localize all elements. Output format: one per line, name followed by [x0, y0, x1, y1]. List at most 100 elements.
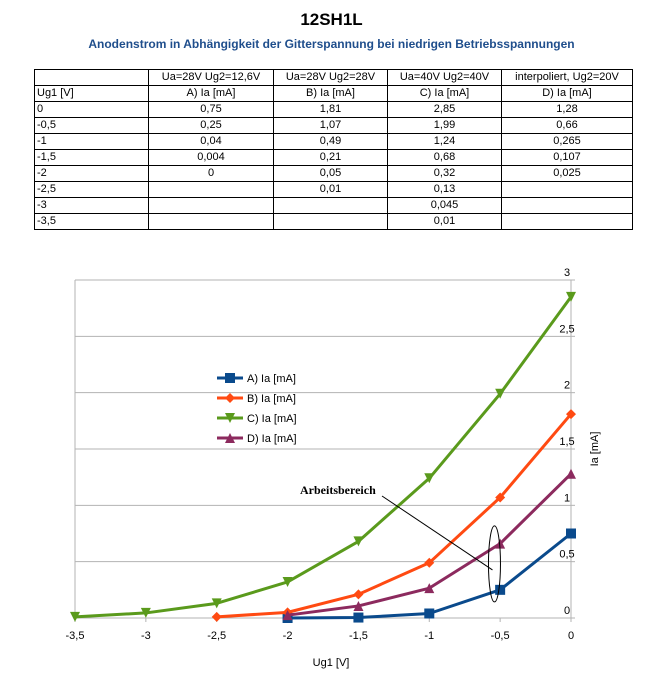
series-2 [70, 291, 576, 622]
table-cell [34, 69, 149, 86]
table-cell: 0,25 [148, 117, 274, 134]
table-cell: -1 [34, 133, 149, 150]
table-cell: Ug1 [V] [34, 85, 149, 102]
legend-marker [225, 373, 235, 383]
table-cell: Ua=28V Ug2=12,6V [148, 69, 274, 86]
table-cell: 0,66 [501, 117, 633, 134]
table-cell: -3 [34, 197, 149, 214]
table-cell: -2 [34, 165, 149, 182]
series-3 [282, 468, 576, 621]
table-header-row: Ug1 [V] A) Ia [mA] B) Ia [mA] C) Ia [mA] D) … [34, 85, 633, 102]
table-cell: Ua=40V Ug2=40V [387, 69, 502, 86]
table-row: -2 0 0,05 0,32 0,025 [34, 165, 633, 182]
page-title: 12SH1L [300, 10, 363, 29]
data-point [353, 612, 364, 623]
table-cell: Ua=28V Ug2=28V [273, 69, 388, 86]
table-cell: A) Ia [mA] [148, 85, 274, 102]
series-1 [211, 409, 576, 622]
table-cell: 1,99 [387, 117, 502, 134]
series-layer [70, 291, 576, 623]
data-point [211, 611, 222, 622]
data-point [424, 608, 435, 619]
legend-label: B) Ia [mA] [247, 393, 296, 405]
data-point [566, 291, 576, 302]
table-cell: 0,68 [387, 149, 502, 166]
legend-item: A) Ia [mA] [217, 373, 296, 385]
y-tick-label: 0,5 [559, 549, 574, 561]
table-cell: D) Ia [mA] [501, 85, 633, 102]
x-tick-label: -3,5 [66, 630, 85, 642]
series-line [216, 413, 573, 619]
table-cell: 0,04 [148, 133, 274, 150]
table-row: -3 0,045 [34, 197, 633, 214]
table-cell: 0,004 [148, 149, 274, 166]
table-cell: 0,265 [501, 133, 633, 150]
table-cell: 0,045 [387, 197, 502, 214]
table-cell [501, 197, 633, 214]
table-cell: 0,107 [501, 149, 633, 166]
table-cell: -2,5 [34, 181, 149, 198]
table-cell: 0,49 [273, 133, 388, 150]
grid-lines [74, 279, 572, 619]
data-table: Ua=28V Ug2=12,6V Ua=28V Ug2=28V Ua=40V Ug2… [34, 69, 633, 230]
table-cell: 0,05 [273, 165, 388, 182]
table-cell: 0,75 [148, 101, 274, 118]
table-row: -1 0,04 0,49 1,24 0,265 [34, 133, 633, 150]
legend-item: C) Ia [mA] [217, 413, 297, 425]
data-point [424, 557, 435, 568]
legend-marker [225, 433, 235, 443]
table-cell [148, 197, 274, 214]
table-cell [501, 181, 633, 198]
x-tick-label: -2 [283, 630, 293, 642]
data-point [424, 473, 435, 484]
table-cell [501, 213, 633, 230]
y-tick-label: 2 [564, 380, 570, 392]
table-cell: -0,5 [34, 117, 149, 134]
line-chart: 0 0,5 1 1,5 2 2,5 3 -3,5 -3 -2,5 -2 -1,5 -1 -0,5 0 Ug1 … [66, 267, 601, 669]
page-subtitle: Anodenstrom in Abhängigkeit der Gittersp… [88, 37, 575, 51]
legend-marker [225, 393, 235, 403]
table-cell: 1,24 [387, 133, 502, 150]
table-cell: 2,85 [387, 101, 502, 118]
x-tick-label: -1,5 [349, 630, 368, 642]
y-tick-label: 1 [564, 492, 570, 504]
table-cell: B) Ia [mA] [273, 85, 388, 102]
data-point [495, 388, 506, 399]
legend-item: D) Ia [mA] [217, 433, 297, 445]
data-point [353, 600, 364, 611]
x-tick-label: -1 [424, 630, 434, 642]
table-row: -1,5 0,004 0,21 0,68 0,107 [34, 149, 633, 166]
data-point [282, 610, 293, 621]
legend-label: A) Ia [mA] [247, 373, 296, 385]
table-cell: -1,5 [34, 149, 149, 166]
x-tick-label: -3 [141, 630, 151, 642]
data-point [424, 583, 435, 594]
data-point [566, 528, 576, 539]
table-cell: 1,81 [273, 101, 388, 118]
annotation-label: Arbeitsbereich [300, 483, 376, 497]
data-point [495, 492, 506, 503]
table-header-row: Ua=28V Ug2=12,6V Ua=28V Ug2=28V Ua=40V Ug2… [34, 69, 633, 86]
table-row: -3,5 0,01 [34, 213, 633, 230]
table-row: -0,5 0,25 1,07 1,99 0,66 [34, 117, 633, 134]
y-tick-label: 0 [564, 605, 570, 617]
data-point [70, 611, 80, 622]
table-cell: -3,5 [34, 213, 149, 230]
table-cell: 0,32 [387, 165, 502, 182]
data-point [566, 409, 576, 420]
table-cell [273, 197, 388, 214]
x-axis-label: Ug1 [V] [313, 657, 350, 669]
data-point [495, 538, 506, 549]
series-line [74, 296, 573, 619]
table-cell: 0,21 [273, 149, 388, 166]
table-cell: 1,07 [273, 117, 388, 134]
table-cell [273, 213, 388, 230]
table-cell: 0,01 [273, 181, 388, 198]
y-tick-label: 2,5 [559, 323, 574, 335]
y-tick-label: 3 [564, 267, 570, 279]
legend-label: D) Ia [mA] [247, 433, 297, 445]
table-cell: 0,025 [501, 165, 633, 182]
data-point [140, 607, 151, 618]
table-cell: C) Ia [mA] [387, 85, 502, 102]
annotation-ellipse [487, 525, 501, 603]
